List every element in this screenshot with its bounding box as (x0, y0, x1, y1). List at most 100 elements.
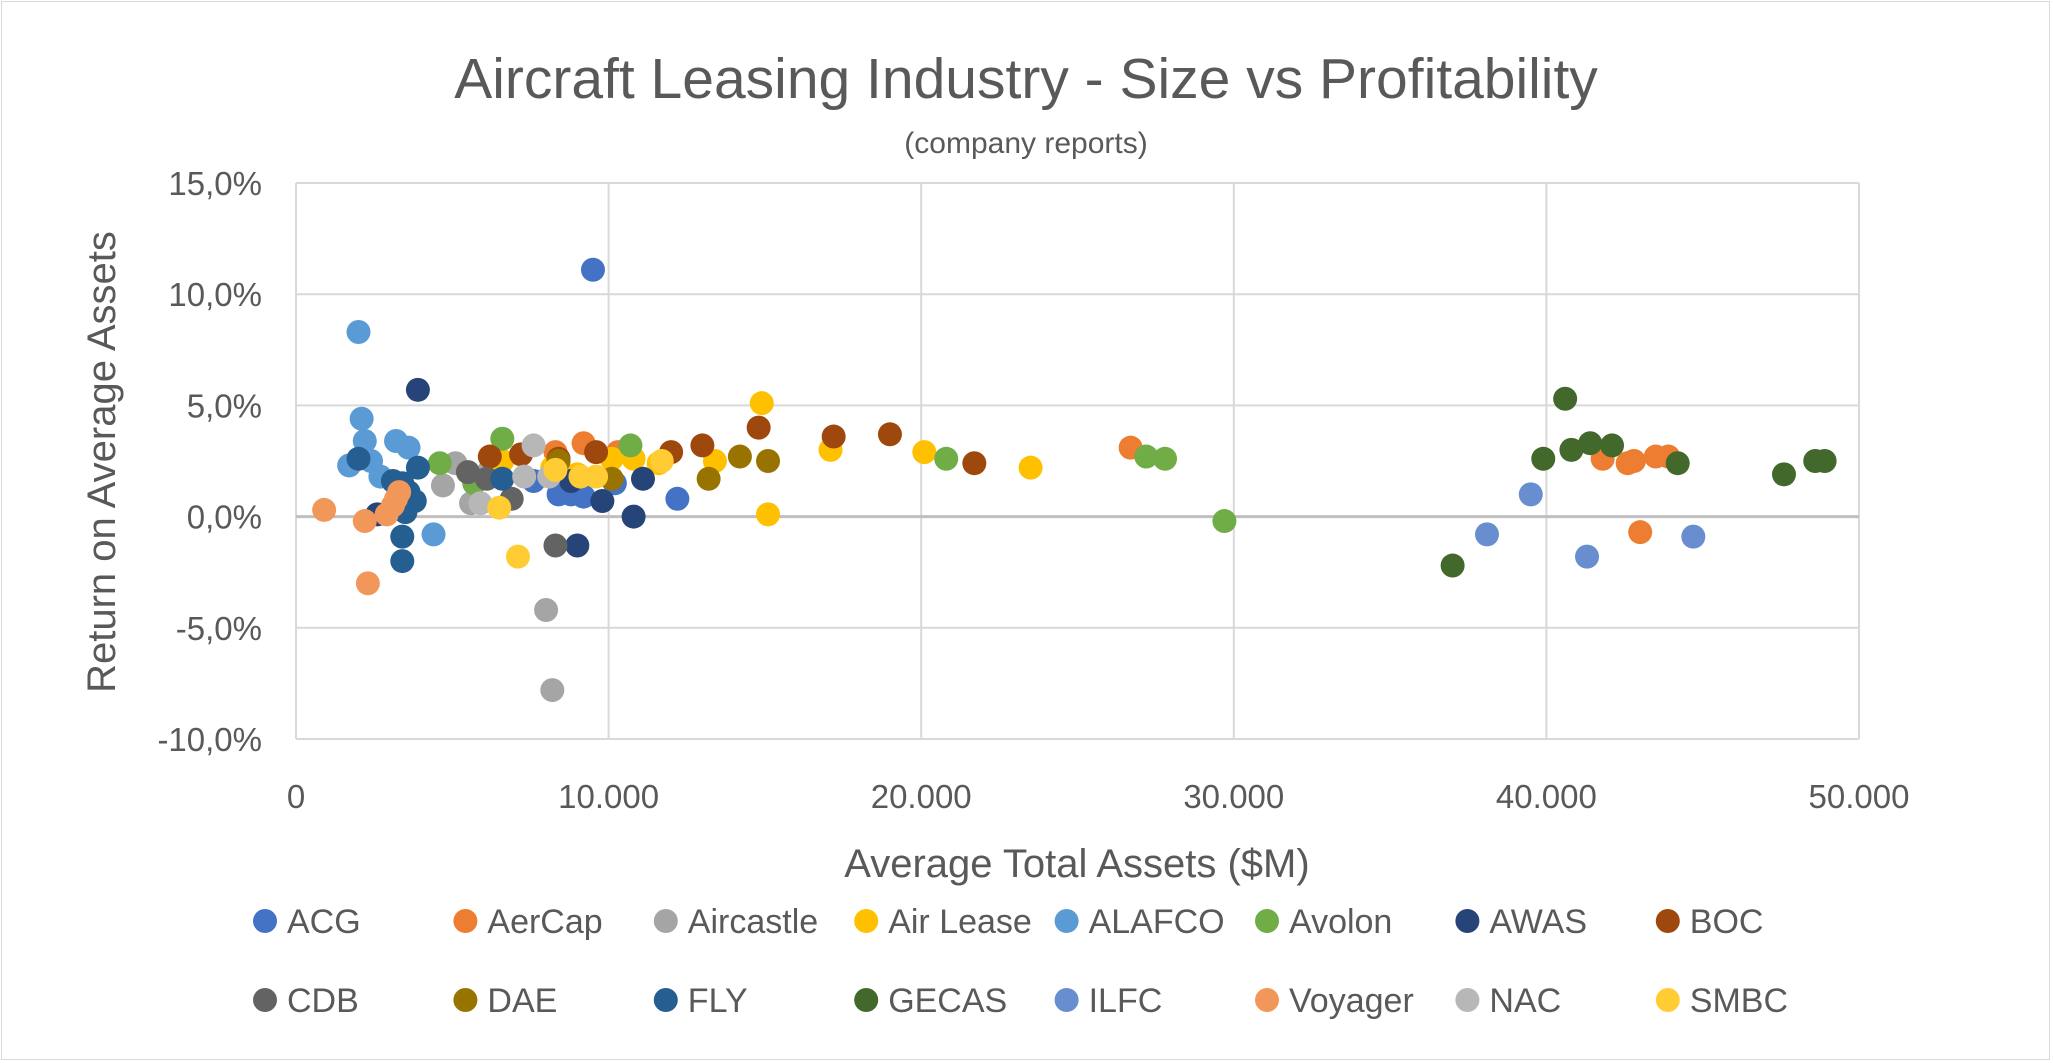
data-point (630, 466, 655, 491)
y-tick-label: -5,0% (176, 610, 262, 647)
legend-marker (1655, 909, 1680, 933)
legend-marker (1455, 909, 1480, 933)
y-tick-label: 10,0% (168, 276, 262, 313)
data-point (1153, 446, 1178, 471)
x-axis-title: Average Total Assets ($M) (844, 842, 1309, 886)
y-tick-label: 15,0% (168, 165, 262, 202)
legend-label: GECAS (888, 982, 1007, 1020)
series-gecas (1440, 386, 1837, 578)
legend-marker (453, 909, 478, 933)
data-point (405, 377, 430, 402)
data-point (487, 495, 512, 520)
legend-label: BOC (1690, 903, 1764, 941)
chart-title: Aircraft Leasing Industry - Size vs Prof… (454, 47, 1598, 111)
data-point (512, 464, 537, 489)
data-point (396, 435, 421, 460)
legend-marker (253, 988, 277, 1012)
data-point (690, 433, 715, 458)
y-tick-labels: -10,0% -5,0% 0,0% 5,0% 10,0% 15,0% (157, 165, 262, 758)
data-point (490, 426, 515, 451)
data-point (521, 433, 546, 458)
legend-marker (1054, 909, 1079, 933)
data-point (1018, 455, 1043, 480)
legend-item: Avolon (1255, 903, 1392, 941)
x-tick-labels: 0 10.000 20.000 30.000 40.000 50.000 (287, 778, 1910, 815)
legend-marker (1054, 988, 1079, 1012)
data-point (584, 440, 609, 465)
legend-item: SMBC (1655, 982, 1788, 1020)
data-point (1665, 451, 1690, 476)
data-point (727, 444, 752, 469)
data-point (1475, 522, 1500, 547)
data-point (468, 491, 493, 516)
series-smbc (487, 449, 674, 569)
legend-marker (854, 909, 879, 933)
data-point (543, 457, 568, 482)
legend-label: ACG (287, 903, 361, 941)
data-point (1440, 553, 1465, 578)
legend-label: AerCap (487, 903, 602, 941)
data-point (312, 497, 337, 522)
legend-marker (453, 988, 478, 1012)
legend-marker (1255, 988, 1279, 1012)
data-point (590, 489, 615, 514)
data-point (1812, 449, 1837, 473)
data-point (580, 257, 605, 282)
legend-label: CDB (287, 982, 359, 1020)
series-voyager (312, 480, 412, 596)
data-point (746, 415, 771, 440)
legend-item: BOC (1655, 903, 1764, 941)
legend-label: Voyager (1289, 982, 1414, 1020)
legend-label: FLY (688, 982, 748, 1020)
data-point (1553, 386, 1578, 411)
legend-marker (253, 909, 277, 933)
data-point (346, 446, 371, 471)
data-point (618, 433, 643, 458)
data-point (421, 522, 446, 547)
y-tick-label: 5,0% (187, 387, 262, 424)
series-dae (546, 444, 781, 491)
data-point (1531, 446, 1556, 471)
data-point (490, 466, 515, 491)
data-point (665, 486, 690, 511)
series-avolon (427, 426, 1237, 534)
data-point (749, 391, 774, 416)
data-point (962, 451, 987, 476)
x-tick-label: 10.000 (558, 778, 659, 815)
legend-item: AerCap (453, 903, 603, 941)
legend-label: Aircastle (688, 903, 818, 941)
data-point (540, 678, 565, 703)
data-point (696, 466, 721, 491)
data-point (505, 544, 530, 569)
data-point (1134, 444, 1159, 469)
legend-item: AWAS (1455, 903, 1587, 941)
data-point (756, 502, 781, 527)
legend-marker (1655, 988, 1680, 1012)
data-point (477, 444, 502, 469)
legend-item: GECAS (854, 982, 1007, 1020)
legend-marker (854, 988, 879, 1012)
legend-item: Voyager (1255, 982, 1414, 1020)
legend-label: ALAFCO (1089, 903, 1225, 941)
legend-label: SMBC (1690, 982, 1788, 1020)
legend-label: ILFC (1089, 982, 1163, 1020)
data-points (312, 257, 1837, 703)
legend-item: ACG (253, 903, 361, 941)
data-point (649, 449, 674, 473)
legend-item: ILFC (1054, 982, 1163, 1020)
x-tick-label: 0 (287, 778, 305, 815)
y-tick-label: 0,0% (187, 499, 262, 536)
data-point (346, 320, 371, 345)
data-point (390, 524, 415, 549)
data-point (430, 473, 455, 498)
legend-label: DAE (487, 982, 557, 1020)
data-point (427, 451, 452, 476)
data-point (1518, 482, 1543, 507)
legend-item: Aircastle (653, 903, 818, 941)
legend-marker (1455, 988, 1480, 1012)
y-tick-label: -10,0% (157, 721, 262, 758)
data-point (621, 504, 646, 529)
legend-item: ALAFCO (1054, 903, 1225, 941)
